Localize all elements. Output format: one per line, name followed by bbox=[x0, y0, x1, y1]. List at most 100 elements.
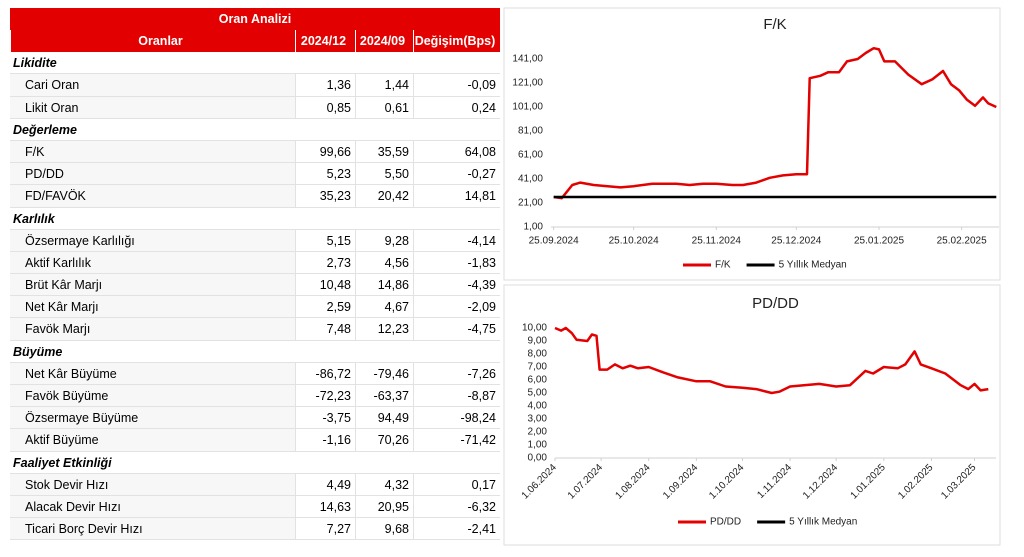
cell-value: 14,81 bbox=[413, 185, 500, 207]
cell-value: -8,87 bbox=[413, 385, 500, 407]
y-tick-label: 10,00 bbox=[522, 323, 547, 334]
y-tick-label: 7,00 bbox=[528, 362, 548, 373]
legend-label: F/K bbox=[715, 260, 731, 271]
row-label: Favök Marjı bbox=[10, 318, 295, 340]
cell-value: 2,59 bbox=[295, 296, 355, 318]
x-tick-label: 25.02.2025 bbox=[937, 236, 987, 247]
x-tick-label: 25.09.2024 bbox=[529, 236, 579, 247]
cell-value: 5,15 bbox=[295, 229, 355, 251]
y-tick-label: 3,00 bbox=[528, 414, 548, 425]
x-tick-label: 25.01.2025 bbox=[854, 236, 904, 247]
cell-value: -0,09 bbox=[413, 74, 500, 96]
y-tick-label: 4,00 bbox=[528, 401, 548, 412]
ratio-table: Oran Analizi Oranlar 2024/12 2024/09 Değişim… bbox=[10, 8, 500, 541]
series-line bbox=[553, 46, 997, 200]
y-tick-label: 5,00 bbox=[528, 388, 548, 399]
cell-value: 14,86 bbox=[355, 274, 413, 296]
row-label: Aktif Karlılık bbox=[10, 251, 295, 274]
data-row: Aktif Karlılık 2,73 4,56 -1,83 bbox=[10, 251, 500, 275]
y-tick-label: 9,00 bbox=[528, 336, 548, 347]
row-label: PD/DD bbox=[10, 163, 295, 185]
cell-value: 4,67 bbox=[355, 296, 413, 318]
y-tick-label: 2,00 bbox=[528, 427, 548, 438]
row-label: Brüt Kâr Marjı bbox=[10, 274, 295, 296]
row-label: Özsermaye Karlılığı bbox=[10, 229, 295, 251]
y-tick-label: 1,00 bbox=[524, 222, 544, 233]
data-row: Özsermaye Büyüme -3,75 94,49 -98,24 bbox=[10, 407, 500, 430]
data-row: Özsermaye Karlılığı 5,15 9,28 -4,14 bbox=[10, 229, 500, 252]
row-label: Aktif Büyüme bbox=[10, 429, 295, 451]
section-row: Faaliyet Etkinliği bbox=[10, 452, 500, 474]
cell-value: 20,42 bbox=[355, 185, 413, 207]
row-label: Favök Büyüme bbox=[10, 385, 295, 407]
y-tick-label: 1,00 bbox=[528, 440, 548, 451]
row-label: Stok Devir Hızı bbox=[10, 473, 295, 495]
row-label: Alacak Devir Hızı bbox=[10, 495, 295, 518]
row-label: Likit Oran bbox=[10, 96, 295, 118]
x-tick-label: 25.10.2024 bbox=[609, 236, 659, 247]
section-label: Faaliyet Etkinliği bbox=[13, 455, 112, 470]
cell-value: -2,09 bbox=[413, 296, 500, 318]
x-tick-label: 25.12.2024 bbox=[771, 236, 821, 247]
cell-value: -86,72 bbox=[295, 362, 355, 384]
y-tick-label: 0,00 bbox=[528, 453, 548, 464]
cell-value: -98,24 bbox=[413, 407, 500, 429]
charts: F/K 1,00 21,00 41,00 61,00 81,00 101,00 121,00 1… bbox=[503, 7, 1001, 546]
section-row: Büyüme bbox=[10, 341, 500, 363]
cell-value: -0,27 bbox=[413, 163, 500, 185]
cell-value: -7,26 bbox=[413, 362, 500, 384]
x-tick-label: 25.11.2024 bbox=[692, 236, 742, 247]
table-title: Oran Analizi bbox=[10, 8, 500, 30]
y-tick-label: 141,00 bbox=[512, 54, 543, 65]
y-tick-label: 61,00 bbox=[518, 150, 543, 161]
section-label: Değerleme bbox=[13, 122, 77, 137]
cell-value: -63,37 bbox=[355, 385, 413, 407]
legend-label: PD/DD bbox=[710, 517, 741, 528]
data-row: Likit Oran 0,85 0,61 0,24 bbox=[10, 96, 500, 119]
section-label: Karlılık bbox=[13, 211, 55, 226]
chart-frame bbox=[503, 284, 1001, 546]
chart-title: F/K bbox=[763, 16, 786, 33]
data-row: Cari Oran 1,36 1,44 -0,09 bbox=[10, 74, 500, 97]
cell-value: -4,75 bbox=[413, 318, 500, 340]
cell-value: 0,85 bbox=[295, 96, 355, 118]
cell-value: 9,68 bbox=[355, 518, 413, 540]
cell-value: 4,56 bbox=[355, 251, 413, 274]
cell-value: -79,46 bbox=[355, 362, 413, 384]
legend-label: 5 Yıllık Medyan bbox=[789, 517, 857, 528]
series-line bbox=[554, 326, 989, 395]
section-row: Karlılık bbox=[10, 208, 500, 230]
y-tick-label: 41,00 bbox=[518, 174, 543, 185]
cell-value: -72,23 bbox=[295, 385, 355, 407]
cell-value: 35,23 bbox=[295, 185, 355, 207]
y-tick-label: 101,00 bbox=[512, 102, 543, 113]
cell-value: -1,16 bbox=[295, 429, 355, 451]
data-row: Brüt Kâr Marjı 10,48 14,86 -4,39 bbox=[10, 274, 500, 297]
row-label: Net Kâr Büyüme bbox=[10, 362, 295, 384]
column-header: 2024/12 bbox=[295, 30, 355, 53]
cell-value: 1,36 bbox=[295, 74, 355, 96]
y-tick-label: 121,00 bbox=[512, 78, 543, 89]
data-row: Ticari Borç Devir Hızı 7,27 9,68 -2,41 bbox=[10, 518, 500, 541]
cell-value: -2,41 bbox=[413, 518, 500, 540]
row-label: Net Kâr Marjı bbox=[10, 296, 295, 318]
row-label: FD/FAVÖK bbox=[10, 185, 295, 207]
row-label: Ticari Borç Devir Hızı bbox=[10, 518, 295, 540]
data-row: Net Kâr Büyüme -86,72 -79,46 -7,26 bbox=[10, 362, 500, 385]
chart-frame bbox=[503, 7, 1001, 281]
cell-value: -71,42 bbox=[413, 429, 500, 451]
column-header: Oranlar bbox=[10, 30, 295, 53]
cell-value: 9,28 bbox=[355, 229, 413, 251]
cell-value: 1,44 bbox=[355, 74, 413, 96]
cell-value: 10,48 bbox=[295, 274, 355, 296]
data-row: Stok Devir Hızı 4,49 4,32 0,17 bbox=[10, 473, 500, 496]
section-row: Değerleme bbox=[10, 119, 500, 141]
cell-value: 4,49 bbox=[295, 473, 355, 495]
legend-label: 5 Yıllık Medyan bbox=[779, 260, 847, 271]
data-row: Favök Marjı 7,48 12,23 -4,75 bbox=[10, 318, 500, 341]
data-row: Alacak Devir Hızı 14,63 20,95 -6,32 bbox=[10, 495, 500, 519]
row-label: Cari Oran bbox=[10, 74, 295, 96]
cell-value: 0,24 bbox=[413, 96, 500, 118]
cell-value: 20,95 bbox=[355, 495, 413, 518]
